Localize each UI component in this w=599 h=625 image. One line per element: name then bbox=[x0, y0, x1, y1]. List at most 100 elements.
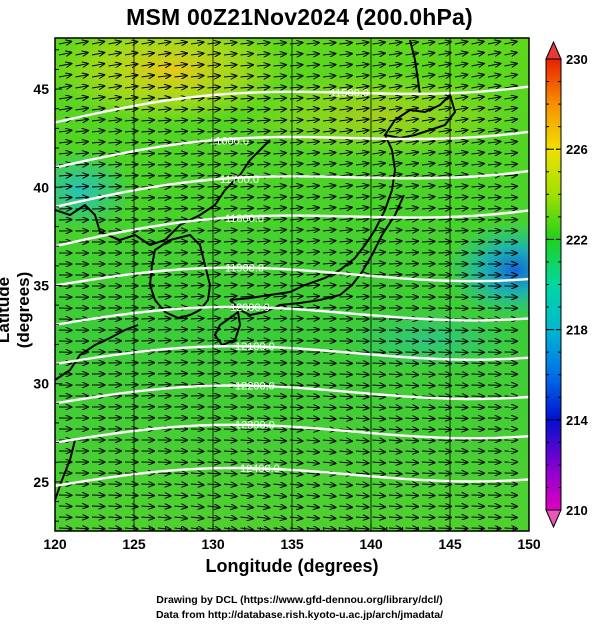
wind-vector bbox=[438, 374, 452, 375]
wind-vector bbox=[388, 473, 402, 474]
wind-vector bbox=[388, 418, 402, 419]
wind-vector bbox=[504, 41, 518, 44]
wind-vector bbox=[438, 385, 452, 386]
wind-vector bbox=[223, 54, 237, 55]
wind-vector bbox=[207, 484, 221, 485]
wind-vector bbox=[487, 208, 501, 209]
wind-vector bbox=[339, 141, 353, 143]
wind-vector bbox=[339, 196, 353, 198]
wind-vector bbox=[124, 75, 138, 77]
wind-vector bbox=[306, 54, 320, 55]
wind-vector bbox=[124, 153, 138, 154]
wind-vector bbox=[174, 362, 188, 363]
wind-vector bbox=[339, 130, 353, 132]
wind-vector bbox=[438, 330, 452, 331]
wind-vector bbox=[438, 208, 452, 209]
wind-vector bbox=[240, 495, 254, 497]
wind-vector bbox=[405, 75, 419, 77]
wind-vector bbox=[223, 274, 237, 275]
wind-vector bbox=[504, 142, 518, 144]
wind-vector bbox=[355, 185, 369, 187]
wind-vector bbox=[223, 208, 237, 209]
contour-label: 11500.0 bbox=[330, 87, 369, 99]
wind-vector bbox=[91, 86, 105, 88]
wind-vector bbox=[388, 163, 402, 165]
wind-vector bbox=[174, 462, 188, 463]
wind-vector bbox=[174, 76, 188, 78]
wind-vector bbox=[91, 64, 105, 66]
wind-vector bbox=[339, 396, 353, 397]
wind-vector bbox=[372, 462, 386, 463]
contour-label: 12200.0 bbox=[235, 381, 275, 393]
wind-vector bbox=[124, 142, 138, 143]
wind-vector bbox=[256, 517, 270, 519]
wind-vector bbox=[174, 484, 188, 485]
wind-vector bbox=[141, 64, 155, 66]
wind-vector bbox=[421, 219, 435, 220]
wind-vector bbox=[58, 175, 72, 176]
wind-vector bbox=[454, 385, 468, 386]
wind-vector bbox=[240, 120, 254, 121]
wind-vector bbox=[322, 285, 336, 286]
wind-vector bbox=[108, 97, 122, 99]
wind-vector bbox=[157, 329, 171, 330]
wind-vector bbox=[355, 363, 369, 364]
wind-vector bbox=[421, 141, 435, 143]
wind-vector bbox=[256, 197, 270, 198]
wind-vector bbox=[405, 517, 419, 518]
wind-vector bbox=[207, 252, 221, 253]
wind-vector bbox=[355, 528, 369, 529]
wind-vector bbox=[223, 65, 237, 66]
wind-vector bbox=[405, 97, 419, 99]
wind-vector bbox=[75, 53, 89, 56]
wind-vector bbox=[339, 108, 353, 110]
wind-vector bbox=[273, 241, 287, 242]
wind-vector bbox=[207, 241, 221, 242]
wind-vector bbox=[322, 152, 336, 154]
wind-vector bbox=[421, 163, 435, 165]
wind-vector bbox=[322, 308, 336, 309]
wind-vector bbox=[190, 120, 204, 121]
wind-vector bbox=[421, 484, 435, 485]
wind-vector bbox=[157, 352, 171, 353]
wind-vector bbox=[141, 506, 155, 507]
wind-vector bbox=[124, 164, 138, 165]
wind-vector bbox=[504, 97, 518, 99]
wind-vector bbox=[306, 230, 320, 231]
wind-vector bbox=[438, 462, 452, 463]
wind-vector bbox=[421, 473, 435, 474]
wind-vector bbox=[372, 163, 386, 165]
wind-vector bbox=[256, 495, 270, 497]
wind-vector bbox=[355, 207, 369, 209]
wind-vector bbox=[471, 108, 485, 110]
wind-vector bbox=[256, 506, 270, 508]
wind-vector bbox=[405, 163, 419, 165]
wind-vector bbox=[322, 263, 336, 264]
wind-vector bbox=[372, 174, 386, 176]
wind-vector bbox=[108, 131, 122, 132]
wind-vector bbox=[306, 98, 320, 99]
y-tick-label: 45 bbox=[33, 81, 49, 97]
wind-vector bbox=[240, 528, 254, 530]
wind-vector bbox=[75, 108, 89, 110]
wind-vector bbox=[438, 517, 452, 518]
wind-vector bbox=[504, 86, 518, 88]
wind-vector bbox=[339, 451, 353, 452]
wind-vector bbox=[405, 264, 419, 265]
wind-vector bbox=[388, 108, 402, 110]
wind-vector bbox=[421, 517, 435, 518]
wind-vector bbox=[322, 87, 336, 89]
wind-vector bbox=[108, 506, 122, 507]
wind-vector bbox=[405, 174, 419, 176]
wind-vector bbox=[339, 385, 353, 386]
wind-vector bbox=[174, 351, 188, 352]
wind-vector bbox=[405, 385, 419, 386]
wind-vector bbox=[405, 363, 419, 364]
contour-label: 12300.0 bbox=[235, 420, 275, 432]
wind-vector bbox=[157, 319, 171, 320]
wind-vector bbox=[141, 42, 155, 44]
wind-vector bbox=[157, 109, 171, 110]
wind-vector bbox=[322, 528, 336, 529]
wind-vector bbox=[256, 451, 270, 452]
wind-vector bbox=[207, 230, 221, 231]
